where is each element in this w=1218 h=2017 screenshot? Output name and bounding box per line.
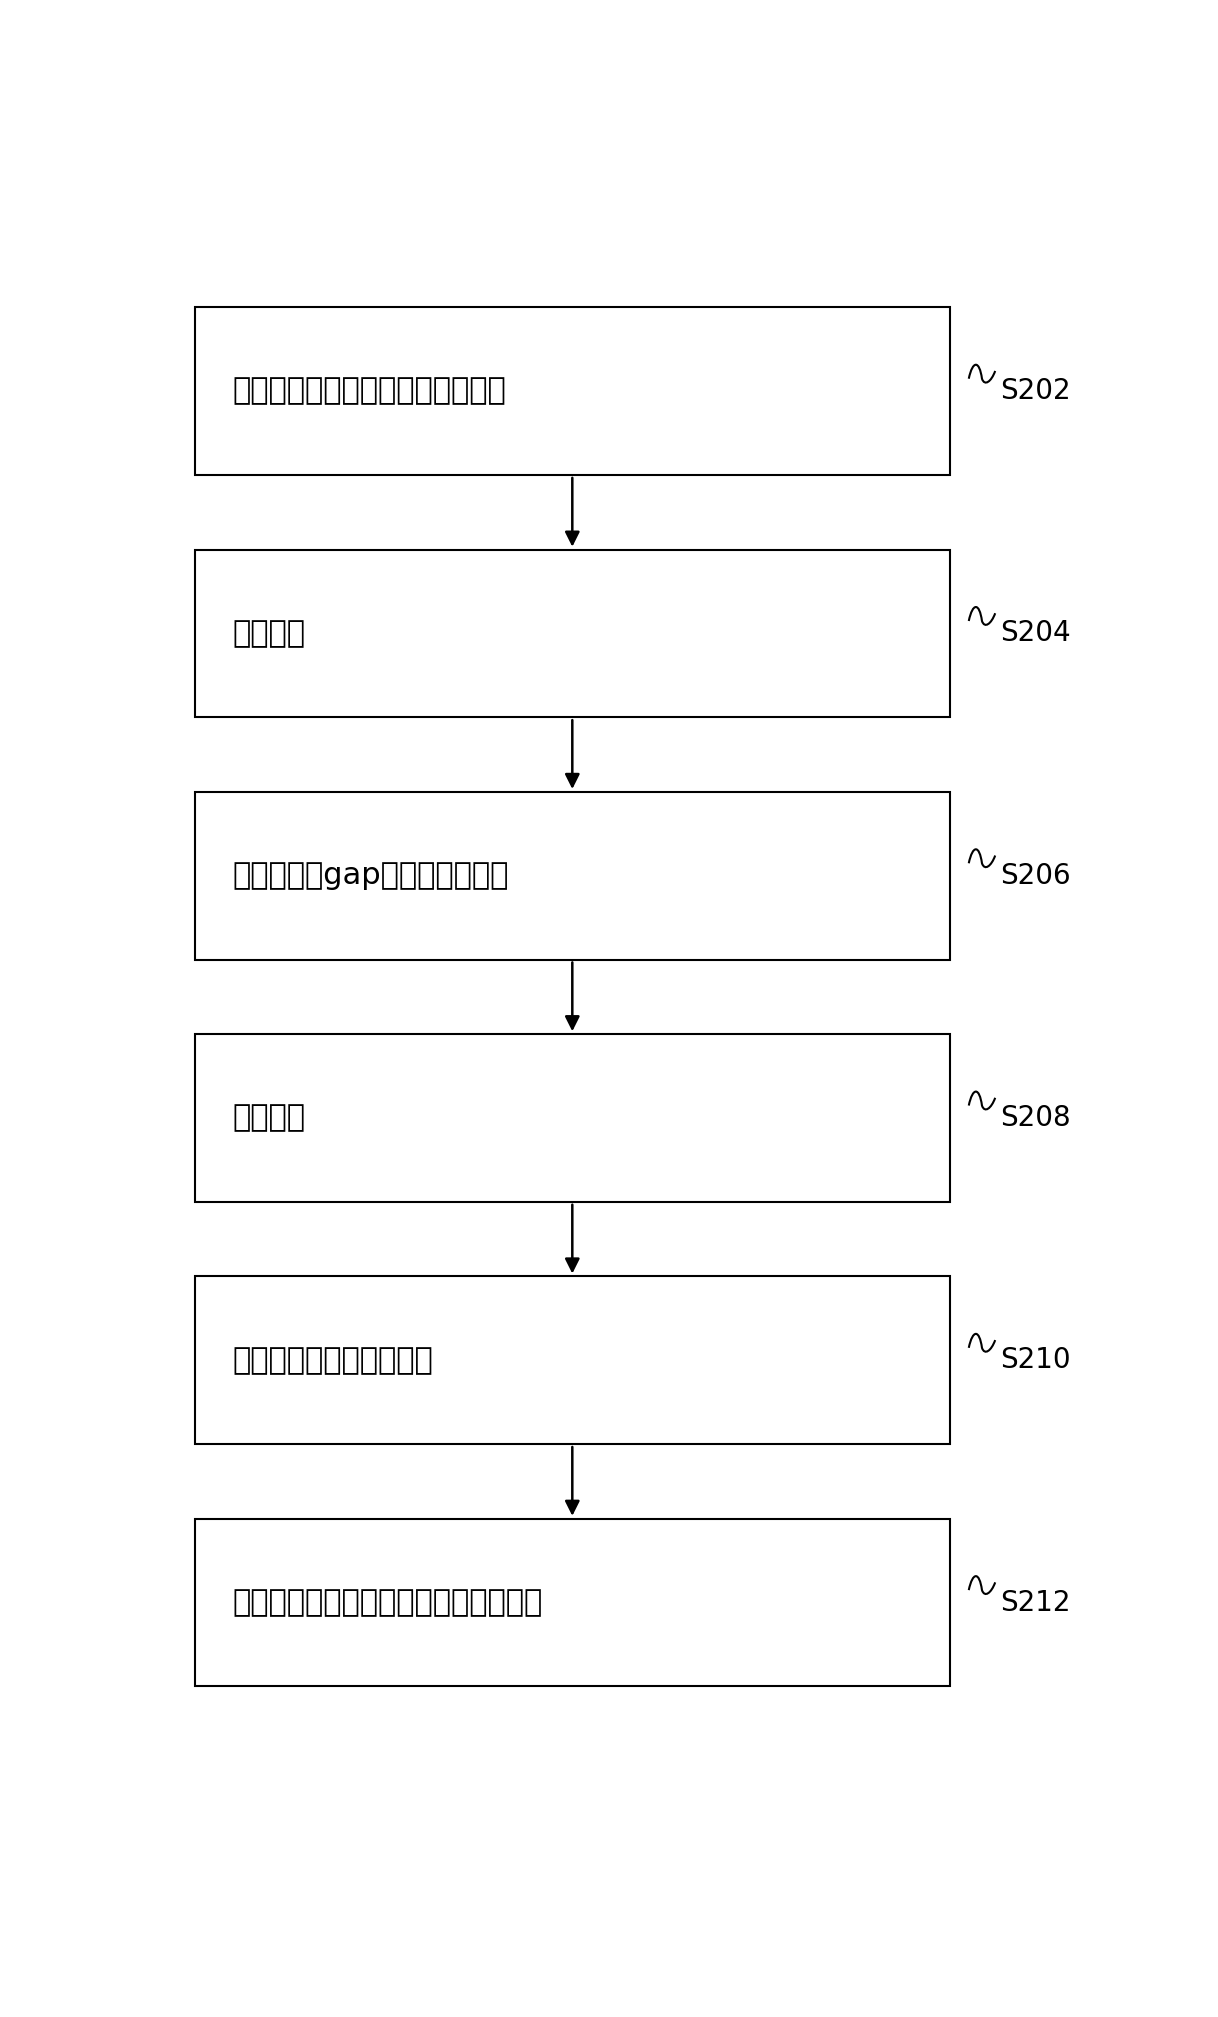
- Text: 用组装后的序列替换原序列，完成补洞: 用组装后的序列替换原序列，完成补洞: [233, 1587, 543, 1618]
- Text: S204: S204: [1000, 619, 1071, 647]
- Text: 精细比对: 精细比对: [233, 1103, 306, 1132]
- Text: S210: S210: [1000, 1345, 1071, 1374]
- Bar: [195, 549, 950, 718]
- Text: 将比对上的序列进行组装: 将比对上的序列进行组装: [233, 1345, 434, 1376]
- Text: 输入第三代测序序列和基因组草图: 输入第三代测序序列和基因组草图: [233, 377, 507, 405]
- Bar: [195, 1519, 950, 1686]
- Bar: [195, 307, 950, 474]
- Text: 抽取比对在gap序列附近的序列: 抽取比对在gap序列附近的序列: [233, 861, 509, 889]
- Text: S212: S212: [1000, 1589, 1071, 1616]
- Bar: [195, 1035, 950, 1202]
- Bar: [195, 793, 950, 960]
- Text: S208: S208: [1000, 1103, 1071, 1132]
- Bar: [195, 1277, 950, 1444]
- Text: S206: S206: [1000, 861, 1071, 889]
- Text: S202: S202: [1000, 377, 1071, 405]
- Text: 粗略比对: 粗略比对: [233, 619, 306, 647]
